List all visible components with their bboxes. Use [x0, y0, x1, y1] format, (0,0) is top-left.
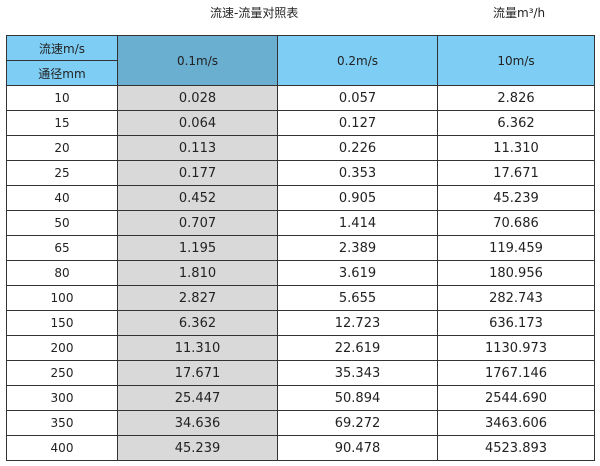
unit-label: 流量m³/h: [493, 6, 546, 20]
diameter-header: 通径mm: [6, 60, 118, 86]
flow-cell: 3.619: [277, 260, 438, 286]
flow-cell: 69.272: [277, 410, 438, 436]
diameter-cell: 65: [6, 235, 118, 261]
flow-cell: 119.459: [437, 235, 595, 261]
diameter-cell: 40: [6, 185, 118, 211]
diameter-cell: 400: [6, 435, 118, 461]
flow-cell: 1.414: [277, 210, 438, 236]
diameter-cell: 25: [6, 160, 118, 186]
table-row: 400 45.239 90.478 4523.893: [6, 435, 595, 461]
flow-cell: 0.226: [277, 135, 438, 161]
table-row: 350 34.636 69.272 3463.606: [6, 410, 595, 436]
table-row: 10 0.028 0.057 2.826: [6, 85, 595, 111]
flow-cell: 1.810: [117, 260, 278, 286]
flow-cell: 0.113: [117, 135, 278, 161]
flow-cell: 1130.973: [437, 335, 595, 361]
diameter-cell: 250: [6, 360, 118, 386]
table-row: 65 1.195 2.389 119.459: [6, 235, 595, 261]
diameter-cell: 15: [6, 110, 118, 136]
flow-cell: 25.447: [117, 385, 278, 411]
diameter-cell: 300: [6, 385, 118, 411]
flow-cell: 0.028: [117, 85, 278, 111]
flow-cell: 0.127: [277, 110, 438, 136]
flow-cell: 3463.606: [437, 410, 595, 436]
flow-cell: 2.826: [437, 85, 595, 111]
flow-cell: 2.389: [277, 235, 438, 261]
table-row: 40 0.452 0.905 45.239: [6, 185, 595, 211]
diameter-cell: 10: [6, 85, 118, 111]
table-row: 100 2.827 5.655 282.743: [6, 285, 595, 311]
flow-cell: 0.064: [117, 110, 278, 136]
flow-cell: 636.173: [437, 310, 595, 336]
flow-cell: 1767.146: [437, 360, 595, 386]
flow-cell: 34.636: [117, 410, 278, 436]
velocity-header: 流速m/s: [6, 35, 118, 61]
flow-cell: 6.362: [437, 110, 595, 136]
flow-cell: 282.743: [437, 285, 595, 311]
flow-cell: 5.655: [277, 285, 438, 311]
flow-cell: 0.353: [277, 160, 438, 186]
flow-cell: 22.619: [277, 335, 438, 361]
flow-cell: 70.686: [437, 210, 595, 236]
flow-cell: 180.956: [437, 260, 595, 286]
table-row: 150 6.362 12.723 636.173: [6, 310, 595, 336]
flow-cell: 11.310: [117, 335, 278, 361]
diameter-cell: 150: [6, 310, 118, 336]
table-row: 250 17.671 35.343 1767.146: [6, 360, 595, 386]
flow-cell: 45.239: [437, 185, 595, 211]
flow-velocity-table: 流速m/s 0.1m/s 0.2m/s 10m/s 通径mm 10 0.028 0.…: [6, 35, 595, 461]
flow-cell: 17.671: [117, 360, 278, 386]
table-row: 50 0.707 1.414 70.686: [6, 210, 595, 236]
flow-cell: 0.177: [117, 160, 278, 186]
flow-cell: 11.310: [437, 135, 595, 161]
flow-cell: 12.723: [277, 310, 438, 336]
column-header: 0.2m/s: [277, 35, 438, 86]
diameter-cell: 80: [6, 260, 118, 286]
table-row: 300 25.447 50.894 2544.690: [6, 385, 595, 411]
flow-cell: 0.452: [117, 185, 278, 211]
flow-cell: 0.057: [277, 85, 438, 111]
table-title: 流速-流量对照表: [210, 6, 299, 20]
diameter-cell: 100: [6, 285, 118, 311]
diameter-cell: 200: [6, 335, 118, 361]
diameter-cell: 20: [6, 135, 118, 161]
column-header: 0.1m/s: [117, 35, 278, 86]
flow-cell: 1.195: [117, 235, 278, 261]
flow-cell: 2544.690: [437, 385, 595, 411]
table-row: 25 0.177 0.353 17.671: [6, 160, 595, 186]
flow-cell: 45.239: [117, 435, 278, 461]
flow-cell: 4523.893: [437, 435, 595, 461]
flow-cell: 6.362: [117, 310, 278, 336]
flow-cell: 17.671: [437, 160, 595, 186]
flow-cell: 0.707: [117, 210, 278, 236]
diameter-cell: 50: [6, 210, 118, 236]
flow-cell: 50.894: [277, 385, 438, 411]
flow-cell: 35.343: [277, 360, 438, 386]
diameter-cell: 350: [6, 410, 118, 436]
flow-cell: 90.478: [277, 435, 438, 461]
table-row: 15 0.064 0.127 6.362: [6, 110, 595, 136]
flow-cell: 0.905: [277, 185, 438, 211]
table-row: 200 11.310 22.619 1130.973: [6, 335, 595, 361]
table-row: 20 0.113 0.226 11.310: [6, 135, 595, 161]
column-header: 10m/s: [437, 35, 595, 86]
table-row: 80 1.810 3.619 180.956: [6, 260, 595, 286]
flow-cell: 2.827: [117, 285, 278, 311]
